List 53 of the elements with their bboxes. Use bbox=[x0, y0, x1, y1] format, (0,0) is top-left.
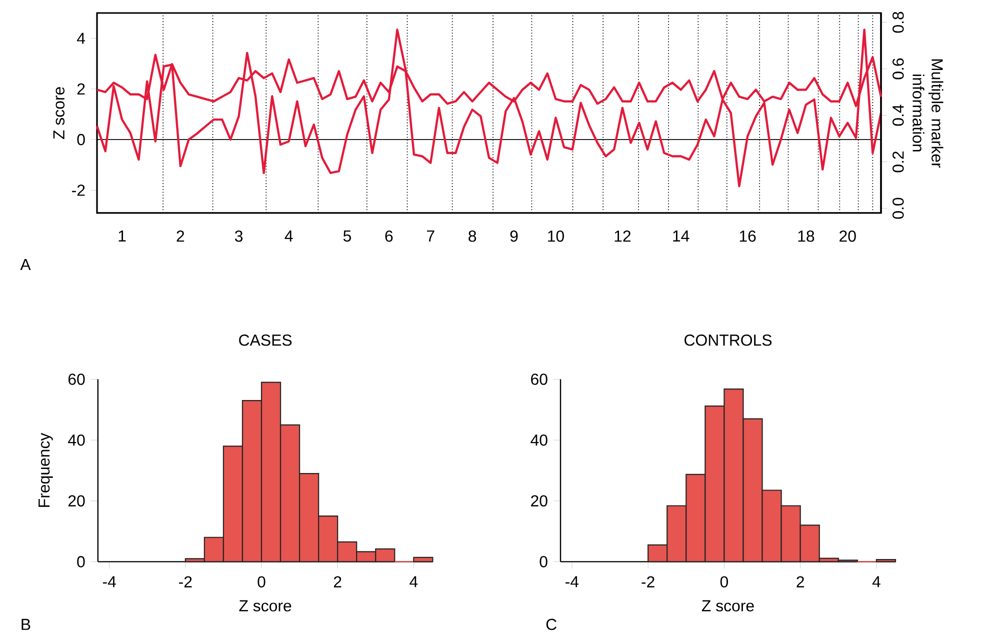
x-tick-label: 2 bbox=[176, 230, 184, 242]
x-tick-label: 6 bbox=[385, 230, 393, 242]
x-tick-label: 16 bbox=[740, 230, 756, 242]
y-axis-title: Z score bbox=[53, 87, 64, 140]
y-tick-label: 60 bbox=[531, 374, 548, 385]
chart-title: CASES bbox=[239, 334, 292, 346]
y-tick-label: 0 bbox=[77, 556, 85, 568]
x-tick-label: 14 bbox=[673, 230, 690, 242]
x-tick-label: 18 bbox=[798, 230, 814, 242]
x-tick-label: 3 bbox=[234, 230, 243, 242]
y-axis-title: Frequency bbox=[38, 432, 53, 507]
y-tick-label: -2 bbox=[72, 184, 85, 196]
y-tick-label: 0 bbox=[540, 556, 548, 568]
y-tick-label: 20 bbox=[531, 495, 548, 507]
x-tick-label: 4 bbox=[872, 576, 880, 588]
x-tick-label: 0 bbox=[258, 576, 266, 588]
x-tick-label: 1 bbox=[118, 230, 126, 242]
y2-tick-label: 0.8 bbox=[892, 12, 904, 33]
y-tick-label: 20 bbox=[68, 495, 85, 507]
y-tick-label: 40 bbox=[530, 434, 548, 446]
text: B bbox=[22, 618, 30, 630]
x-tick-label: -4 bbox=[102, 576, 116, 588]
x-tick-label: 10 bbox=[548, 230, 564, 242]
y-tick-label: 60 bbox=[68, 374, 85, 385]
x-tick-label: 12 bbox=[614, 230, 631, 242]
y-tick-label: 4 bbox=[76, 32, 86, 44]
y-tick-label: 0 bbox=[77, 134, 85, 146]
y2-axis-title: Multiple marker information bbox=[912, 59, 944, 168]
text: C bbox=[546, 618, 556, 630]
y-tick-label: 2 bbox=[77, 83, 85, 94]
text: A bbox=[20, 259, 31, 270]
x-tick-label: -2 bbox=[179, 576, 192, 588]
x-axis-title: Z score bbox=[702, 600, 754, 612]
x-tick-label: 2 bbox=[334, 576, 342, 588]
y2-tick-label: 0.6 bbox=[892, 58, 904, 80]
x-tick-label: 7 bbox=[427, 230, 434, 242]
x-tick-label: 8 bbox=[468, 230, 476, 242]
x-tick-label: 5 bbox=[343, 230, 351, 242]
x-tick-label: 9 bbox=[510, 230, 518, 242]
x-tick-label: 2 bbox=[796, 576, 804, 588]
y-tick-label: 40 bbox=[68, 434, 85, 446]
x-tick-label: -4 bbox=[566, 576, 579, 588]
x-tick-label: 20 bbox=[840, 230, 856, 242]
x-axis-title: Z score bbox=[239, 600, 292, 612]
y2-tick-label: 0.0 bbox=[892, 198, 904, 219]
x-tick-label: 0 bbox=[720, 576, 728, 588]
x-tick-label: 4 bbox=[410, 576, 418, 588]
line-series bbox=[96, 28, 882, 188]
chart-title: CONTROLS bbox=[684, 334, 772, 346]
y2-tick-label: 0.2 bbox=[892, 152, 904, 172]
x-tick-label: -2 bbox=[642, 576, 654, 588]
y2-tick-label: 0.4 bbox=[892, 104, 904, 126]
x-tick-label: 4 bbox=[284, 230, 293, 242]
